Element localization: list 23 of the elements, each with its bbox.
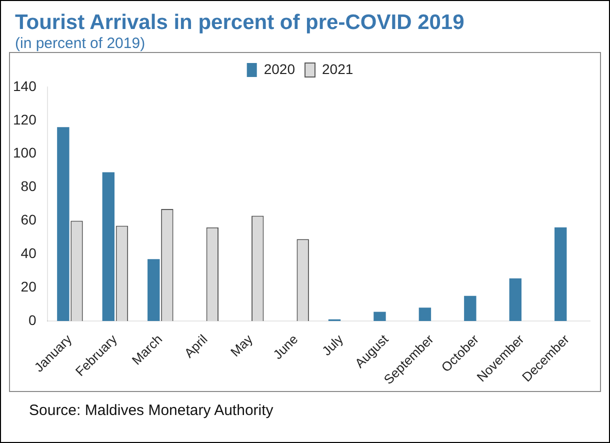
x-tick-label: May [228,331,256,360]
bar [418,308,432,322]
bar [464,296,476,322]
chart-title: Tourist Arrivals in percent of pre-COVID 2019 [14,10,466,35]
y-tick-label: 40 [20,245,37,262]
chart-subtitle: (in percent of 2019) [14,35,146,52]
bar [102,172,115,322]
bar [554,227,567,322]
legend-label: 2021 [322,60,354,77]
legend-label: 2020 [264,60,296,77]
bar [57,127,70,322]
y-tick-label: 0 [28,312,37,328]
bar [148,259,160,322]
x-tick-label: July [318,331,346,359]
y-tick-label: 120 [13,111,37,128]
y-tick-label: 80 [20,178,37,194]
y-tick-label: 140 [13,78,37,94]
y-tick-label: 60 [20,212,37,228]
bar [509,278,522,322]
bar [374,312,386,322]
y-tick-label: 100 [13,144,37,161]
y-tick-label: 20 [20,278,37,294]
source-note: Source: Maldives Monetary Authority [28,401,274,419]
